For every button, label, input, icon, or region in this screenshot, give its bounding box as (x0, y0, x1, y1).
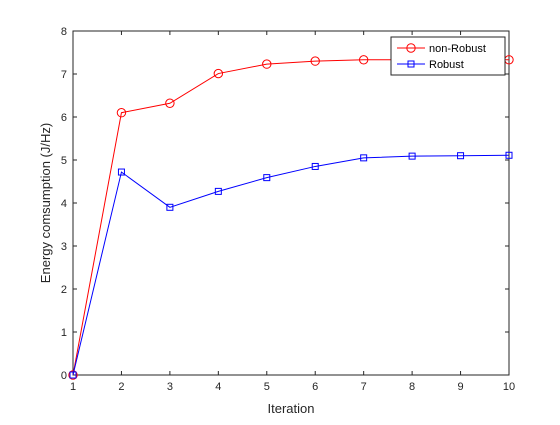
data-point-robust (117, 168, 125, 176)
data-point-robust (166, 203, 174, 211)
y-tick-label: 7 (61, 69, 67, 81)
x-tick-label: 10 (503, 381, 515, 393)
y-tick-label: 4 (61, 198, 67, 210)
x-tick-label: 9 (457, 381, 463, 393)
legend: non-Robust Robust (390, 36, 506, 76)
y-tick-label: 1 (61, 327, 67, 339)
x-tick-label: 1 (70, 381, 76, 393)
x-tick-label: 2 (118, 381, 124, 393)
legend-marker (406, 43, 416, 53)
data-point-robust (360, 154, 368, 162)
x-tick-label: 5 (264, 381, 270, 393)
data-point-robust (505, 151, 513, 159)
y-axis: 0 1 2 3 4 5 6 7 8 (61, 26, 509, 382)
legend-marker (407, 60, 415, 68)
legend-label: non-Robust (429, 43, 486, 55)
data-point-non-robust (358, 55, 369, 65)
y-tick-label: 8 (61, 26, 67, 38)
y-tick-label: 6 (61, 112, 67, 124)
legend-entry-non-robust: non-Robust (397, 43, 486, 55)
x-tick-label: 6 (312, 381, 318, 393)
axes-box (72, 30, 510, 376)
series-robust (69, 151, 513, 379)
data-point-non-robust (213, 68, 224, 79)
data-point-robust (214, 187, 222, 195)
y-axis-label: Energy comsumption (J/Hz) (38, 123, 53, 283)
y-tick-label: 2 (61, 284, 67, 296)
data-point-non-robust (165, 98, 175, 108)
data-point-robust (408, 152, 416, 160)
y-tick-label: 3 (61, 241, 67, 253)
data-point-non-robust (116, 108, 127, 118)
y-tick-label: 5 (61, 155, 67, 167)
data-point-robust (311, 162, 319, 170)
data-point-non-robust (262, 59, 272, 69)
legend-box (390, 36, 506, 76)
plot-area (72, 30, 510, 376)
x-tick-label: 8 (409, 381, 415, 393)
data-point-non-robust (310, 56, 320, 66)
data-point-non-robust (68, 370, 78, 380)
legend-label: Robust (429, 59, 464, 71)
y-tick-label: 0 (61, 370, 67, 382)
x-tick-label: 4 (215, 381, 221, 393)
data-point-robust (263, 174, 271, 182)
series-line-robust (72, 154, 510, 376)
data-point-robust (457, 152, 465, 160)
x-axis-label: Iteration (268, 401, 315, 416)
x-axis: 1 2 3 4 5 6 7 8 9 10 (70, 31, 515, 393)
x-tick-label: 7 (361, 381, 367, 393)
x-tick-label: 3 (167, 381, 173, 393)
legend-entry-robust: Robust (397, 59, 464, 71)
data-point-robust (69, 371, 77, 379)
